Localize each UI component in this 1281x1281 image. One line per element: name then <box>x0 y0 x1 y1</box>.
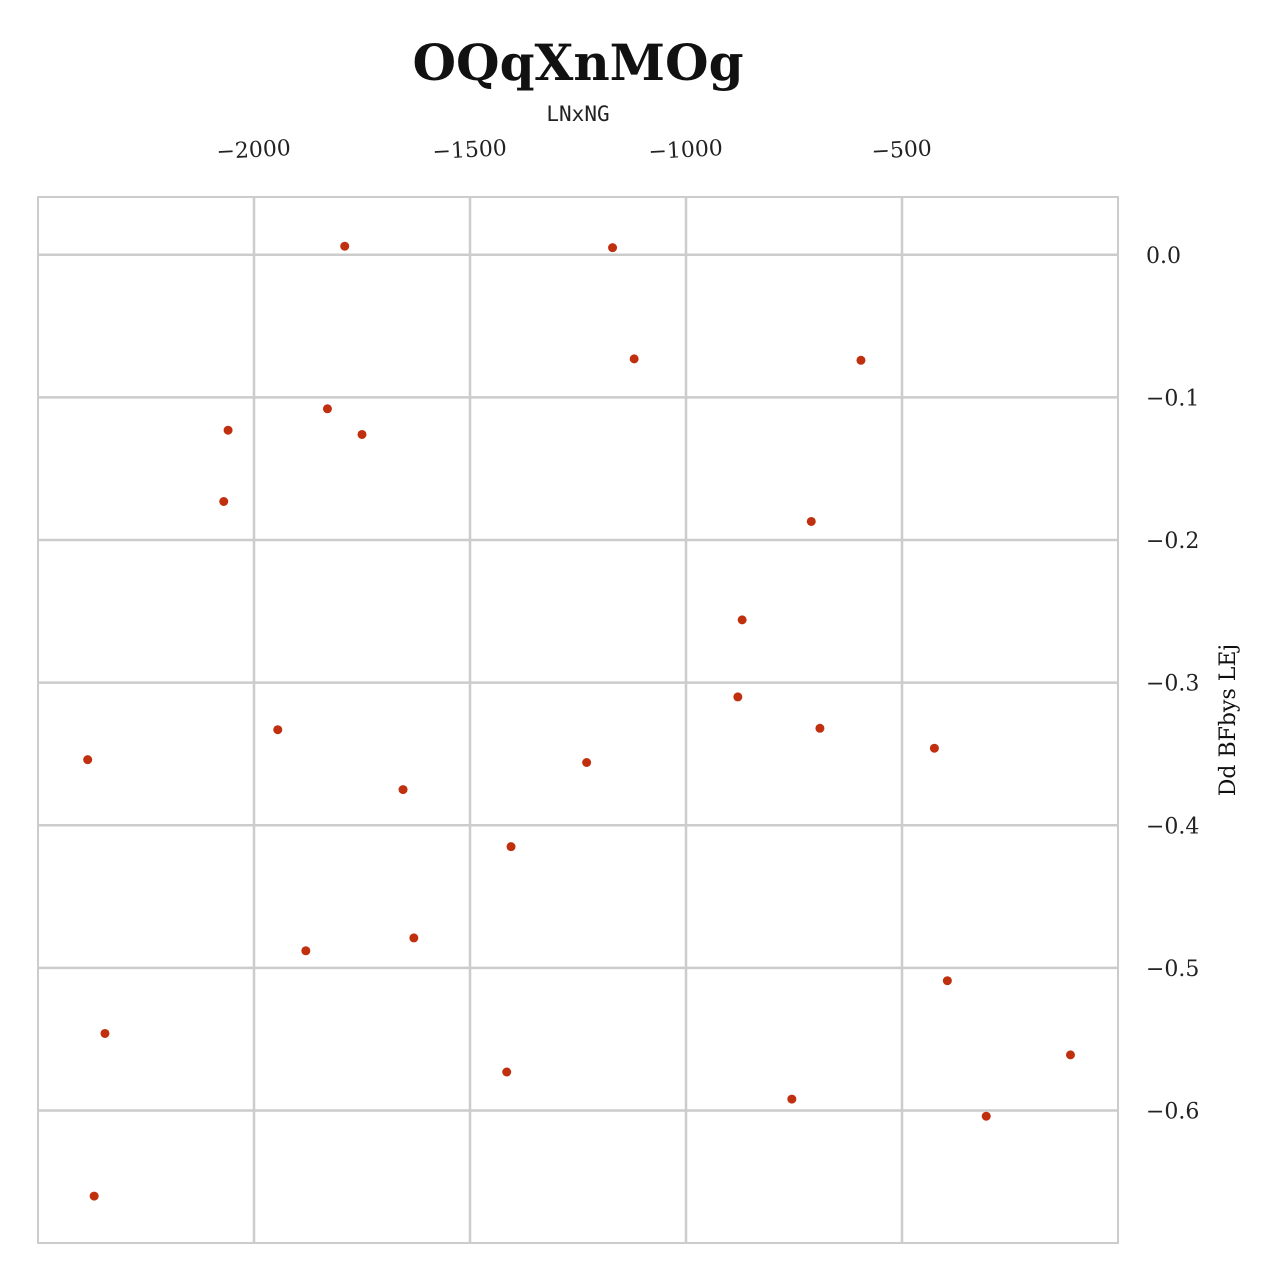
data-point <box>856 355 866 365</box>
data-point <box>787 1094 797 1104</box>
x-tick-label: −1500 <box>432 136 508 165</box>
data-point <box>219 497 229 507</box>
data-point <box>629 354 639 364</box>
y-axis-ticks: 0.0 −0.1 −0.2 −0.3 −0.4 −0.5 −0.6 <box>1146 244 1199 1125</box>
data-points <box>83 241 1075 1201</box>
data-point <box>608 243 618 253</box>
plot-frame <box>37 196 1119 1244</box>
grid-lines <box>38 197 1118 1243</box>
data-point <box>502 1067 512 1077</box>
y-tick-label: −0.4 <box>1146 814 1199 839</box>
y-tick-label: 0.0 <box>1146 244 1181 269</box>
data-point <box>398 785 408 795</box>
data-point <box>273 725 283 735</box>
data-point <box>737 615 747 625</box>
data-point <box>100 1028 110 1038</box>
data-point <box>340 241 350 251</box>
data-point <box>223 425 233 435</box>
x-axis-ticks: −2000 −1500 −1000 −500 <box>216 136 933 165</box>
data-point <box>929 743 939 753</box>
y-axis-label: Dd BFbys LEj <box>1216 644 1241 796</box>
data-point <box>806 516 816 526</box>
x-tick-label: −500 <box>871 136 933 164</box>
data-point <box>83 755 93 765</box>
y-tick-label: −0.5 <box>1146 957 1199 982</box>
data-point <box>409 933 419 943</box>
x-axis-label: LNxNG <box>546 102 609 126</box>
y-tick-label: −0.1 <box>1146 386 1199 411</box>
chart-title: OQqXnMOg <box>412 33 743 92</box>
y-tick-label: −0.2 <box>1146 529 1199 554</box>
data-point <box>582 758 592 768</box>
y-tick-label: −0.6 <box>1146 1100 1199 1125</box>
data-point <box>942 976 952 986</box>
data-point <box>89 1191 99 1201</box>
y-tick-label: −0.3 <box>1146 672 1199 697</box>
data-point <box>1065 1050 1075 1060</box>
data-point <box>815 723 825 733</box>
x-tick-label: −1000 <box>648 136 724 165</box>
data-point <box>301 946 311 956</box>
data-point <box>981 1111 991 1121</box>
data-point <box>357 429 367 439</box>
data-point <box>322 404 332 414</box>
data-point <box>733 692 743 702</box>
data-point <box>506 842 516 852</box>
x-tick-label: −2000 <box>216 136 292 165</box>
